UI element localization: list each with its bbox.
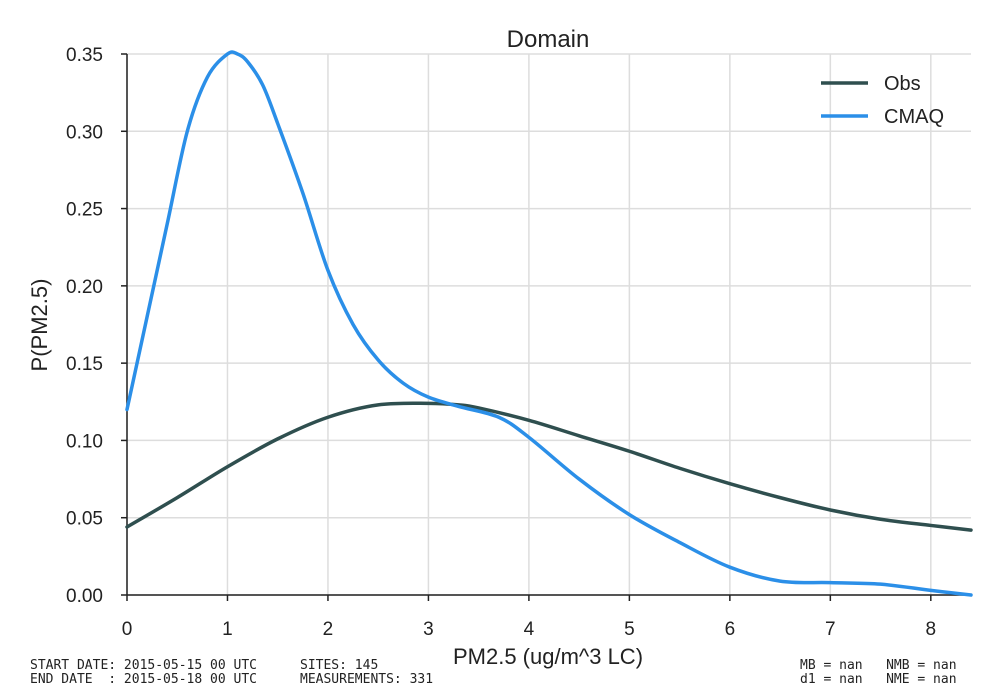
- y-tick-label: 0.35: [66, 45, 103, 66]
- y-tick-label: 0.00: [66, 586, 103, 607]
- x-tick-label: 7: [825, 619, 836, 640]
- sites-measurements: SITES: 145 MEASUREMENTS: 331: [300, 658, 434, 687]
- x-tick-label: 1: [222, 619, 233, 640]
- y-axis-title: P(PM2.5): [27, 279, 52, 372]
- legend-label-cmaq: CMAQ: [884, 106, 944, 128]
- x-tick-label: 0: [122, 619, 133, 640]
- statistics-summary: MB = nan NMB = nan d1 = nan NME = nan: [800, 658, 957, 687]
- legend: Obs CMAQ: [821, 73, 944, 128]
- x-tick-label: 2: [323, 619, 334, 640]
- y-tick-label: 0.30: [66, 122, 103, 143]
- y-tick-label: 0.15: [66, 354, 103, 375]
- x-tick-label: 8: [926, 619, 937, 640]
- y-tick-label: 0.25: [66, 200, 103, 221]
- x-axis-title: PM2.5 (ug/m^3 LC): [453, 644, 643, 669]
- x-tick-label: 4: [524, 619, 535, 640]
- axes: 0 1 2 3 4 5 6 7 8 0.00 0.05 0.10 0.15 0.20 0.25 0.30 0.3…: [66, 45, 971, 640]
- y-tick-label: 0.20: [66, 277, 103, 298]
- series-layer: [125, 50, 973, 597]
- series-line-obs: [125, 401, 973, 532]
- x-tick-label: 3: [423, 619, 434, 640]
- start-end-dates: START DATE: 2015-05-15 00 UTC END DATE :…: [30, 658, 257, 687]
- x-tick-label: 5: [624, 619, 635, 640]
- y-tick-label: 0.10: [66, 431, 103, 452]
- series-line-cmaq: [125, 50, 973, 597]
- y-tick-label: 0.05: [66, 509, 103, 530]
- legend-label-obs: Obs: [884, 73, 921, 95]
- x-tick-label: 6: [725, 619, 736, 640]
- grid: [126, 53, 971, 596]
- chart-title: Domain: [507, 26, 590, 53]
